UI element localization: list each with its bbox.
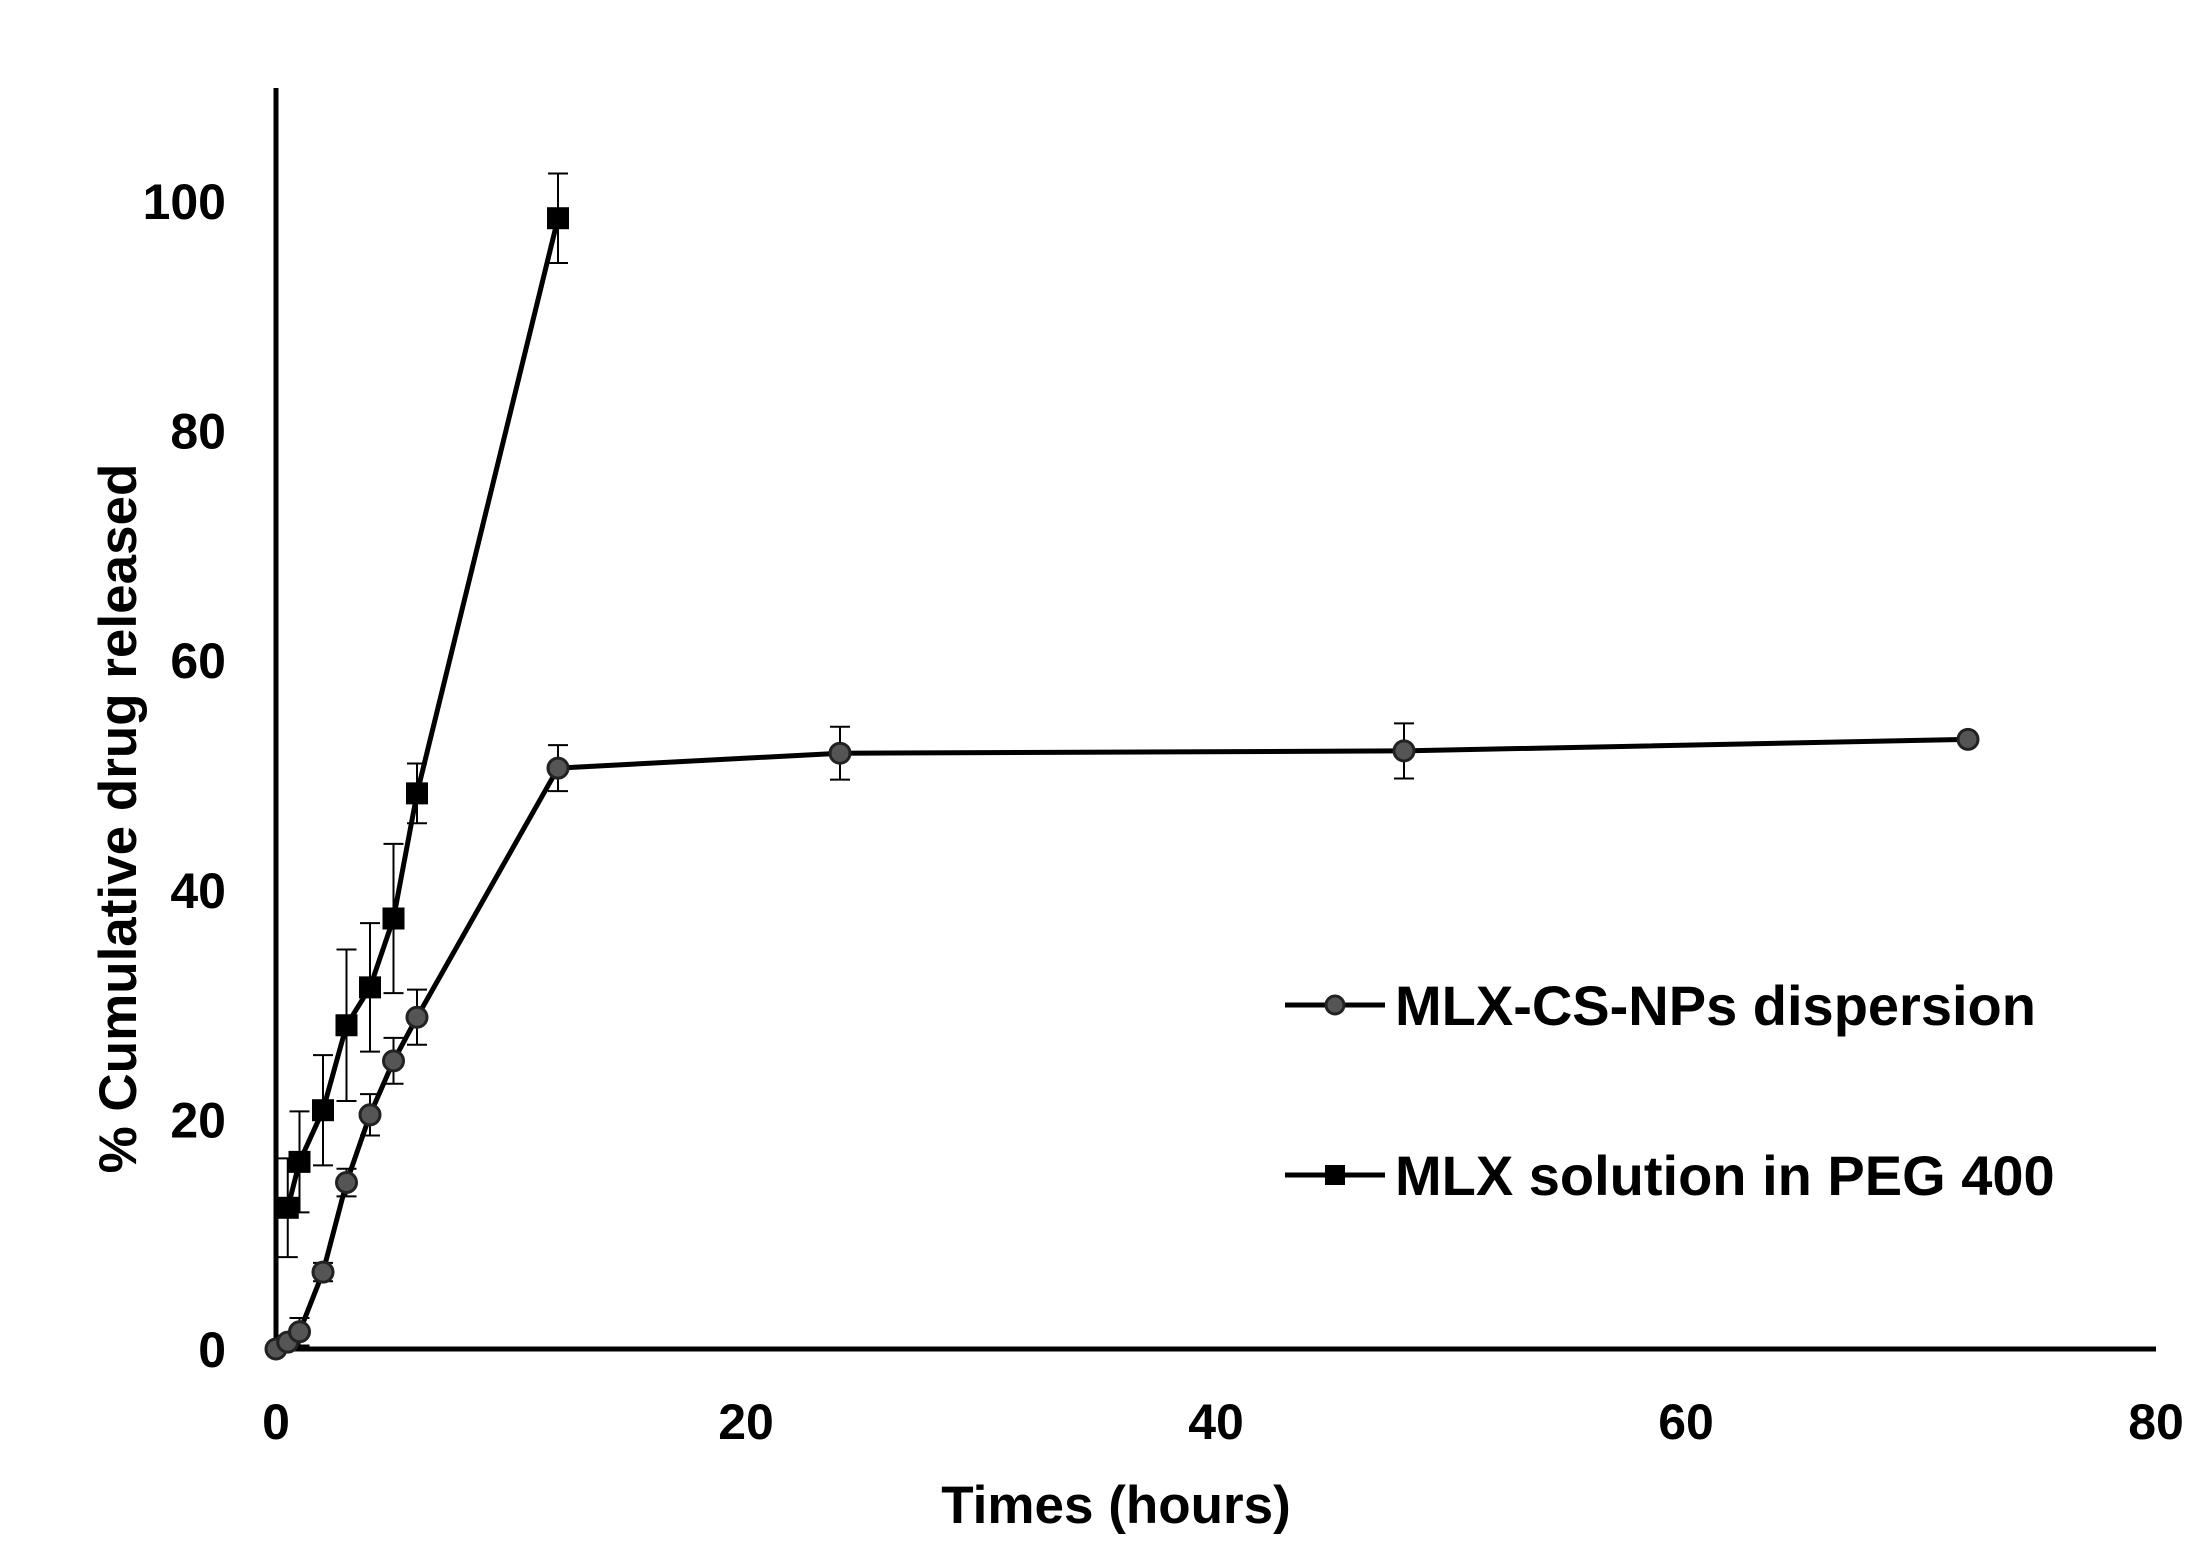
y-tick-label: 20 [170,1092,226,1148]
data-point-circle [311,1260,335,1284]
data-point-circle [358,1103,382,1127]
data-point-circle [546,756,570,780]
series-line-1 [285,217,561,1209]
x-tick-label: 80 [2128,1394,2184,1450]
data-markers [264,207,1980,1361]
data-point-square [406,782,428,805]
data-point-circle [828,741,852,765]
data-point-square [382,907,405,930]
y-tick-label: 0 [198,1322,226,1378]
data-point-square [288,1150,311,1173]
tick-labels: 0 20 40 60 80 0 20 40 60 80 100 [143,174,2184,1450]
y-tick-label: 100 [143,174,226,230]
data-point-square [547,207,569,230]
data-point-square [312,1099,334,1122]
legend-item-peg-solution: MLX solution in PEG 400 [1285,1144,2055,1207]
x-tick-label: 60 [1658,1394,1714,1450]
legend-item-dispersion: MLX-CS-NPs dispersion [1285,974,2036,1037]
data-point-circle [335,1171,358,1195]
legend-marker-square [1325,1165,1345,1185]
data-point-circle [382,1049,405,1073]
legend: MLX-CS-NPs dispersion MLX solution in PE… [1285,974,2055,1207]
data-point-circle [288,1320,311,1344]
x-tick-label: 40 [1188,1394,1244,1450]
y-axis-title: % Cumulative drug released [89,464,148,1174]
data-point-square [276,1196,299,1219]
x-tick-label: 20 [718,1394,774,1450]
data-point-circle [405,1005,429,1029]
series-line-0 [274,736,1969,1352]
x-tick-label: 0 [262,1394,290,1450]
y-tick-label: 60 [170,633,226,689]
legend-label-dispersion: MLX-CS-NPs dispersion [1395,974,2036,1037]
y-tick-label: 80 [170,404,226,460]
data-point-circle [1392,739,1416,763]
y-tick-label: 40 [170,863,226,919]
data-point-square [335,1014,358,1037]
data-point-circle [1956,727,1980,751]
data-point-square [359,976,381,999]
legend-marker-circle [1324,994,1346,1016]
x-axis-title: Times (hours) [941,1476,1290,1535]
axes [273,88,2156,1352]
legend-label-peg-solution: MLX solution in PEG 400 [1395,1144,2055,1207]
